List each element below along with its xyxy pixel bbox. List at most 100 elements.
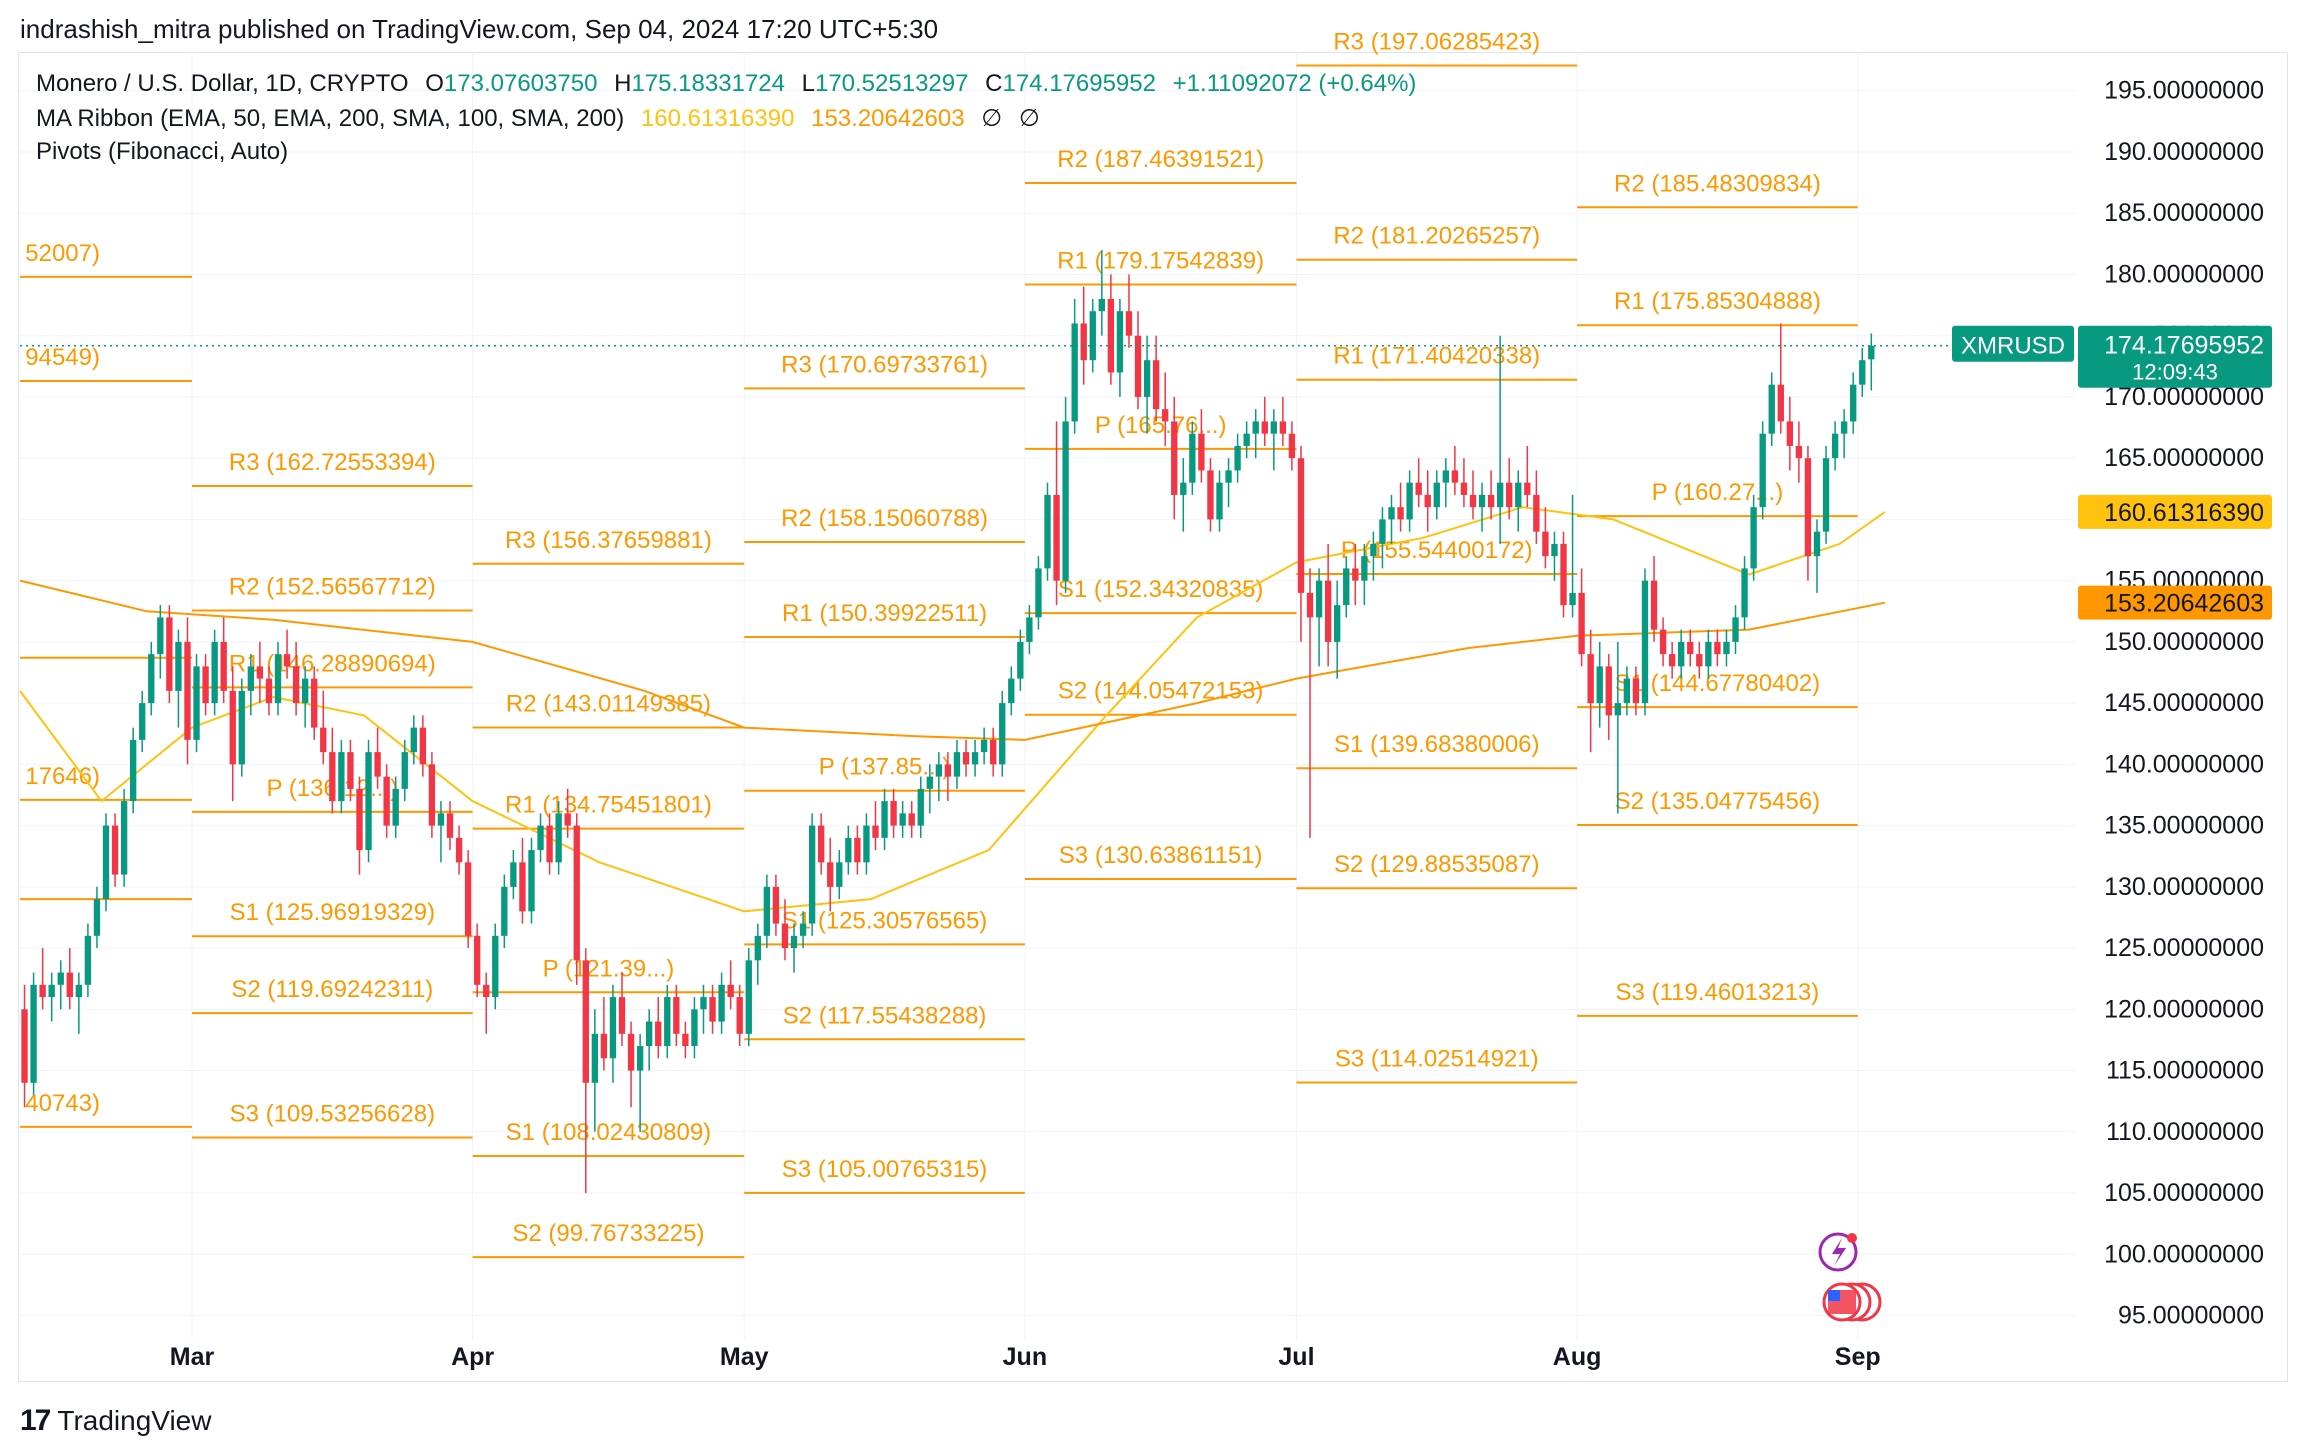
legend-close-label: C [985, 70, 1003, 97]
candle-body [691, 1009, 698, 1047]
pivot-level-label: S1 (108.02430809) [506, 1119, 712, 1146]
candle-body [772, 886, 780, 924]
candle-body [763, 886, 771, 936]
pivot-level-label: S2 (117.55438288) [783, 1002, 987, 1029]
y-axis-tick-label: 185.00000000 [2104, 199, 2264, 227]
ema50-price-label: 160.61316390 [2104, 499, 2264, 527]
candle-body [1134, 335, 1142, 397]
ma-null-icon: ∅ [1018, 105, 1040, 132]
candle-body [555, 813, 562, 863]
legend-ma-row[interactable]: MA Ribbon (EMA, 50, EMA, 200, SMA, 100, … [36, 104, 1050, 133]
candle-body [799, 923, 807, 936]
y-axis-tick-label: 140.00000000 [2104, 750, 2264, 778]
publisher-line: indrashish_mitra published on TradingVie… [20, 14, 939, 44]
pivot-level-label: S1 (152.34320835) [1058, 576, 1264, 603]
candle-body [1741, 568, 1748, 618]
candle-body [1207, 470, 1214, 520]
pivot-level-label: S2 (144.05472153) [1058, 678, 1264, 705]
candle-body [890, 801, 897, 826]
candle-body [709, 997, 716, 1022]
pivot-level-label: 17646) [25, 763, 100, 790]
pivot-level-label: R3 (170.69733761) [781, 351, 988, 378]
y-axis-tick-label: 130.00000000 [2104, 873, 2264, 901]
candle-body [211, 641, 218, 704]
ma-value-ema200: 153.20642603 [811, 105, 965, 132]
candle-body [1098, 298, 1105, 312]
candle-body [464, 862, 472, 936]
candle-body [1406, 482, 1413, 520]
candle-body [437, 813, 445, 826]
candle-body [356, 788, 363, 851]
candle-body [1035, 568, 1042, 618]
y-axis-tick-label: 145.00000000 [2104, 689, 2264, 717]
candle-body [1750, 507, 1757, 569]
candle-body [1080, 323, 1087, 361]
candle-body [990, 739, 997, 765]
candle-body [75, 984, 83, 998]
pivot-level-label: P (155.54400172) [1341, 537, 1533, 564]
candle-body [1008, 678, 1015, 704]
candle-body [202, 666, 209, 704]
pivot-level-label: S3 (105.00765315) [782, 1156, 988, 1183]
pivot-level-label: R3 (156.37659881) [505, 527, 712, 554]
candle-body [301, 678, 309, 704]
candle-body [1234, 445, 1241, 471]
candle-body [573, 825, 580, 961]
ma-ribbon-layer [19, 506, 1886, 913]
candle-body [808, 825, 816, 924]
candle-body [1687, 641, 1694, 655]
candle-body [1732, 617, 1739, 642]
candle-body [292, 666, 300, 704]
lightning-bolt-icon [1832, 1238, 1846, 1266]
candle-body [1261, 421, 1268, 434]
candle-body [1868, 345, 1875, 360]
candle-body [1442, 470, 1449, 483]
candle-body [1388, 507, 1395, 520]
candle-body [609, 997, 617, 1059]
y-axis-tick-label: 95.00000000 [2118, 1302, 2264, 1330]
candle-body [754, 935, 761, 961]
y-axis-tick-label: 120.00000000 [2104, 995, 2264, 1023]
pivot-level-label: R1 (134.75451801) [505, 792, 712, 819]
candle-body [1017, 641, 1024, 679]
ema200-price-label: 153.20642603 [2104, 590, 2264, 618]
candle-body [1723, 641, 1730, 655]
legend-symbol[interactable]: Monero / U.S. Dollar, 1D, CRYPTO [36, 70, 409, 97]
candle-body [1361, 556, 1368, 581]
ma-ribbon-title[interactable]: MA Ribbon (EMA, 50, EMA, 200, SMA, 100, … [36, 105, 625, 132]
candle-body [229, 690, 236, 765]
candle-body [1433, 482, 1440, 508]
candle-body [845, 837, 852, 863]
candle-body [1850, 384, 1857, 422]
candle-body [392, 788, 399, 826]
pivot-level-label: 52007) [25, 240, 100, 267]
candle-body [256, 666, 264, 679]
legend-pivots-row[interactable]: Pivots (Fibonacci, Auto) [36, 138, 298, 166]
candle-body [1515, 482, 1522, 508]
candle-body [401, 752, 408, 789]
candle-body [320, 727, 327, 753]
chart-frame[interactable] [18, 52, 2288, 1382]
candle-body [926, 776, 933, 789]
pivot-level-label: S3 (114.02514921) [1335, 1045, 1539, 1072]
candle-body [953, 752, 961, 777]
candle-body [971, 752, 979, 765]
candle-body [591, 1033, 599, 1083]
candle-body [157, 617, 164, 655]
candle-body [618, 997, 626, 1034]
candle-body [1189, 433, 1196, 483]
candle-body [636, 1046, 644, 1071]
candle-body [1578, 592, 1585, 655]
candle-body [899, 813, 906, 826]
lightning-event-icon[interactable] [1818, 1232, 1858, 1272]
candle-body [1469, 494, 1477, 508]
candle-body [347, 752, 354, 789]
candle-body [1225, 470, 1232, 483]
candle-body [1252, 421, 1259, 434]
pivot-level-label: R2 (181.20265257) [1333, 223, 1540, 250]
x-axis-tick-label: Aug [1553, 1343, 1602, 1371]
pivots-title[interactable]: Pivots (Fibonacci, Auto) [36, 138, 289, 165]
tradingview-logo[interactable]: 17 TradingView [20, 1404, 211, 1438]
candle-body [818, 825, 825, 863]
